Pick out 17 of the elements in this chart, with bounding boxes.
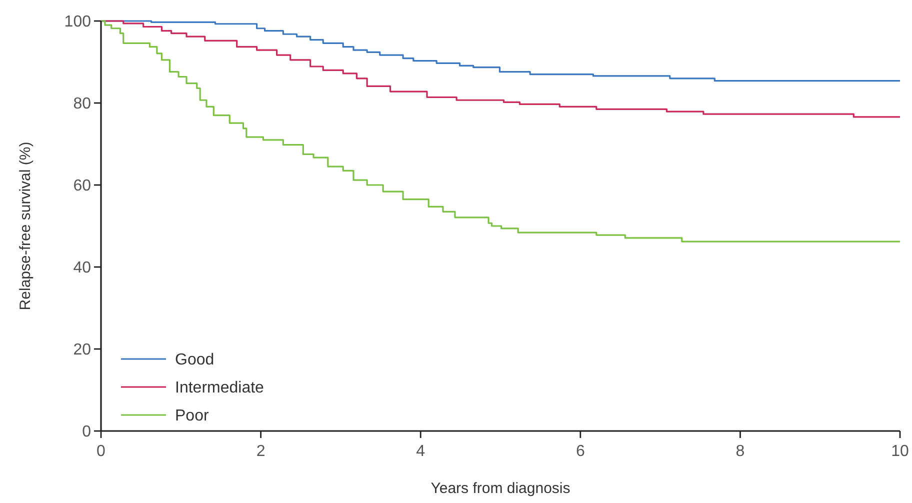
y-tick-label: 40 bbox=[73, 260, 92, 277]
legend-label: Poor bbox=[175, 408, 210, 425]
x-tick-label: 10 bbox=[891, 443, 909, 460]
y-tick-label: 0 bbox=[82, 424, 92, 441]
x-tick-label: 4 bbox=[416, 443, 426, 460]
y-axis-title: Relapse-free survival (%) bbox=[17, 142, 34, 310]
y-tick-label: 80 bbox=[73, 96, 92, 113]
legend-label: Intermediate bbox=[175, 380, 264, 397]
x-tick-label: 2 bbox=[256, 443, 266, 460]
legend-label: Good bbox=[175, 352, 214, 369]
x-tick-label: 8 bbox=[736, 443, 745, 460]
y-tick-label: 60 bbox=[73, 178, 92, 195]
x-axis-title: Years from diagnosis bbox=[430, 480, 570, 497]
x-tick-label: 6 bbox=[576, 443, 585, 460]
y-tick-label: 20 bbox=[73, 342, 92, 359]
x-tick-label: 0 bbox=[96, 443, 106, 460]
y-tick-label: 100 bbox=[64, 14, 92, 31]
